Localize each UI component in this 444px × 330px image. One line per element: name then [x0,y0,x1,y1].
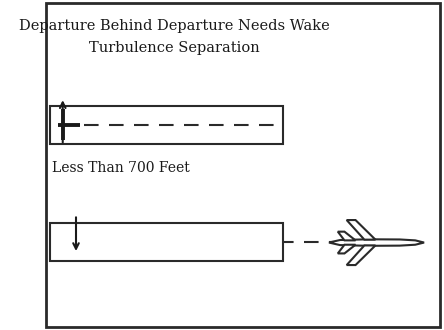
Text: Departure Behind Departure Needs Wake: Departure Behind Departure Needs Wake [19,19,330,33]
Polygon shape [338,232,356,240]
Bar [50,106,283,144]
Polygon shape [347,246,376,265]
Text: Less Than 700 Feet: Less Than 700 Feet [52,161,190,175]
Text: Turbulence Separation: Turbulence Separation [89,41,260,55]
Polygon shape [338,245,356,253]
Polygon shape [347,220,376,240]
Bar [50,223,283,261]
Polygon shape [329,239,424,246]
